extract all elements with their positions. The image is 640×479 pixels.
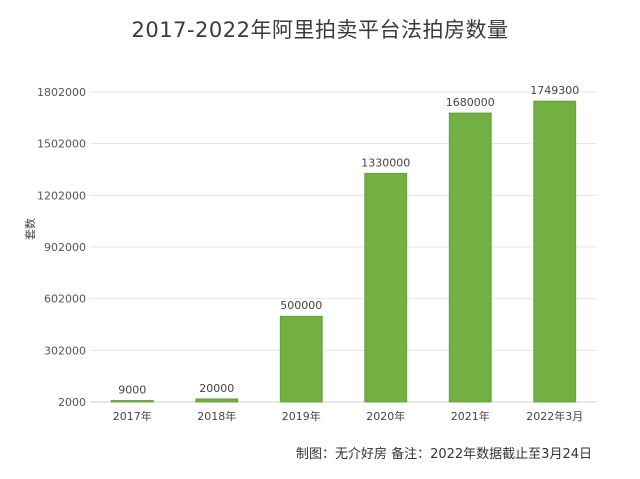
data-label: 1680000 — [446, 96, 495, 109]
gridlines — [90, 91, 597, 403]
x-tick-label: 2018年 — [197, 409, 236, 423]
data-label: 500000 — [280, 299, 322, 312]
data-label: 9000 — [118, 384, 146, 397]
x-tick-label: 2022年3月 — [526, 409, 583, 423]
y-axis-ticks: 2000 302000 602000 902000 1202000 1502000 1802… — [37, 86, 86, 409]
bar — [448, 112, 492, 403]
x-tick-label: 2019年 — [282, 409, 321, 423]
y-tick-label: 2000 — [58, 396, 86, 409]
x-axis-ticks: 2017年 2018年 2019年 2020年 2021年 2022年3月 — [113, 409, 584, 423]
data-label: 20000 — [199, 382, 234, 395]
bar — [533, 100, 577, 403]
bar — [110, 400, 154, 403]
chart-title: 2017-2022年阿里拍卖平台法拍房数量 — [131, 18, 509, 42]
bar — [364, 172, 408, 403]
y-tick-label: 1202000 — [37, 189, 86, 202]
y-tick-label: 302000 — [44, 344, 86, 357]
data-labels: 9000 20000 500000 1330000 1680000 1749300 — [118, 84, 579, 396]
x-tick-label: 2017年 — [113, 409, 152, 423]
bars — [110, 100, 577, 403]
y-tick-label: 902000 — [44, 241, 86, 254]
x-tick-label: 2020年 — [366, 409, 405, 423]
bar — [195, 398, 239, 403]
footer-note: 制图：无介好房 备注：2022年数据截止至3月24日 — [295, 447, 592, 462]
y-tick-label: 1502000 — [37, 138, 86, 151]
y-axis-label: 套数 — [24, 218, 37, 240]
x-tick-label: 2021年 — [451, 409, 490, 423]
y-tick-label: 602000 — [44, 293, 86, 306]
data-label: 1330000 — [361, 156, 410, 169]
bar — [279, 315, 323, 403]
y-tick-label: 1802000 — [37, 86, 86, 99]
data-label: 1749300 — [530, 84, 579, 97]
